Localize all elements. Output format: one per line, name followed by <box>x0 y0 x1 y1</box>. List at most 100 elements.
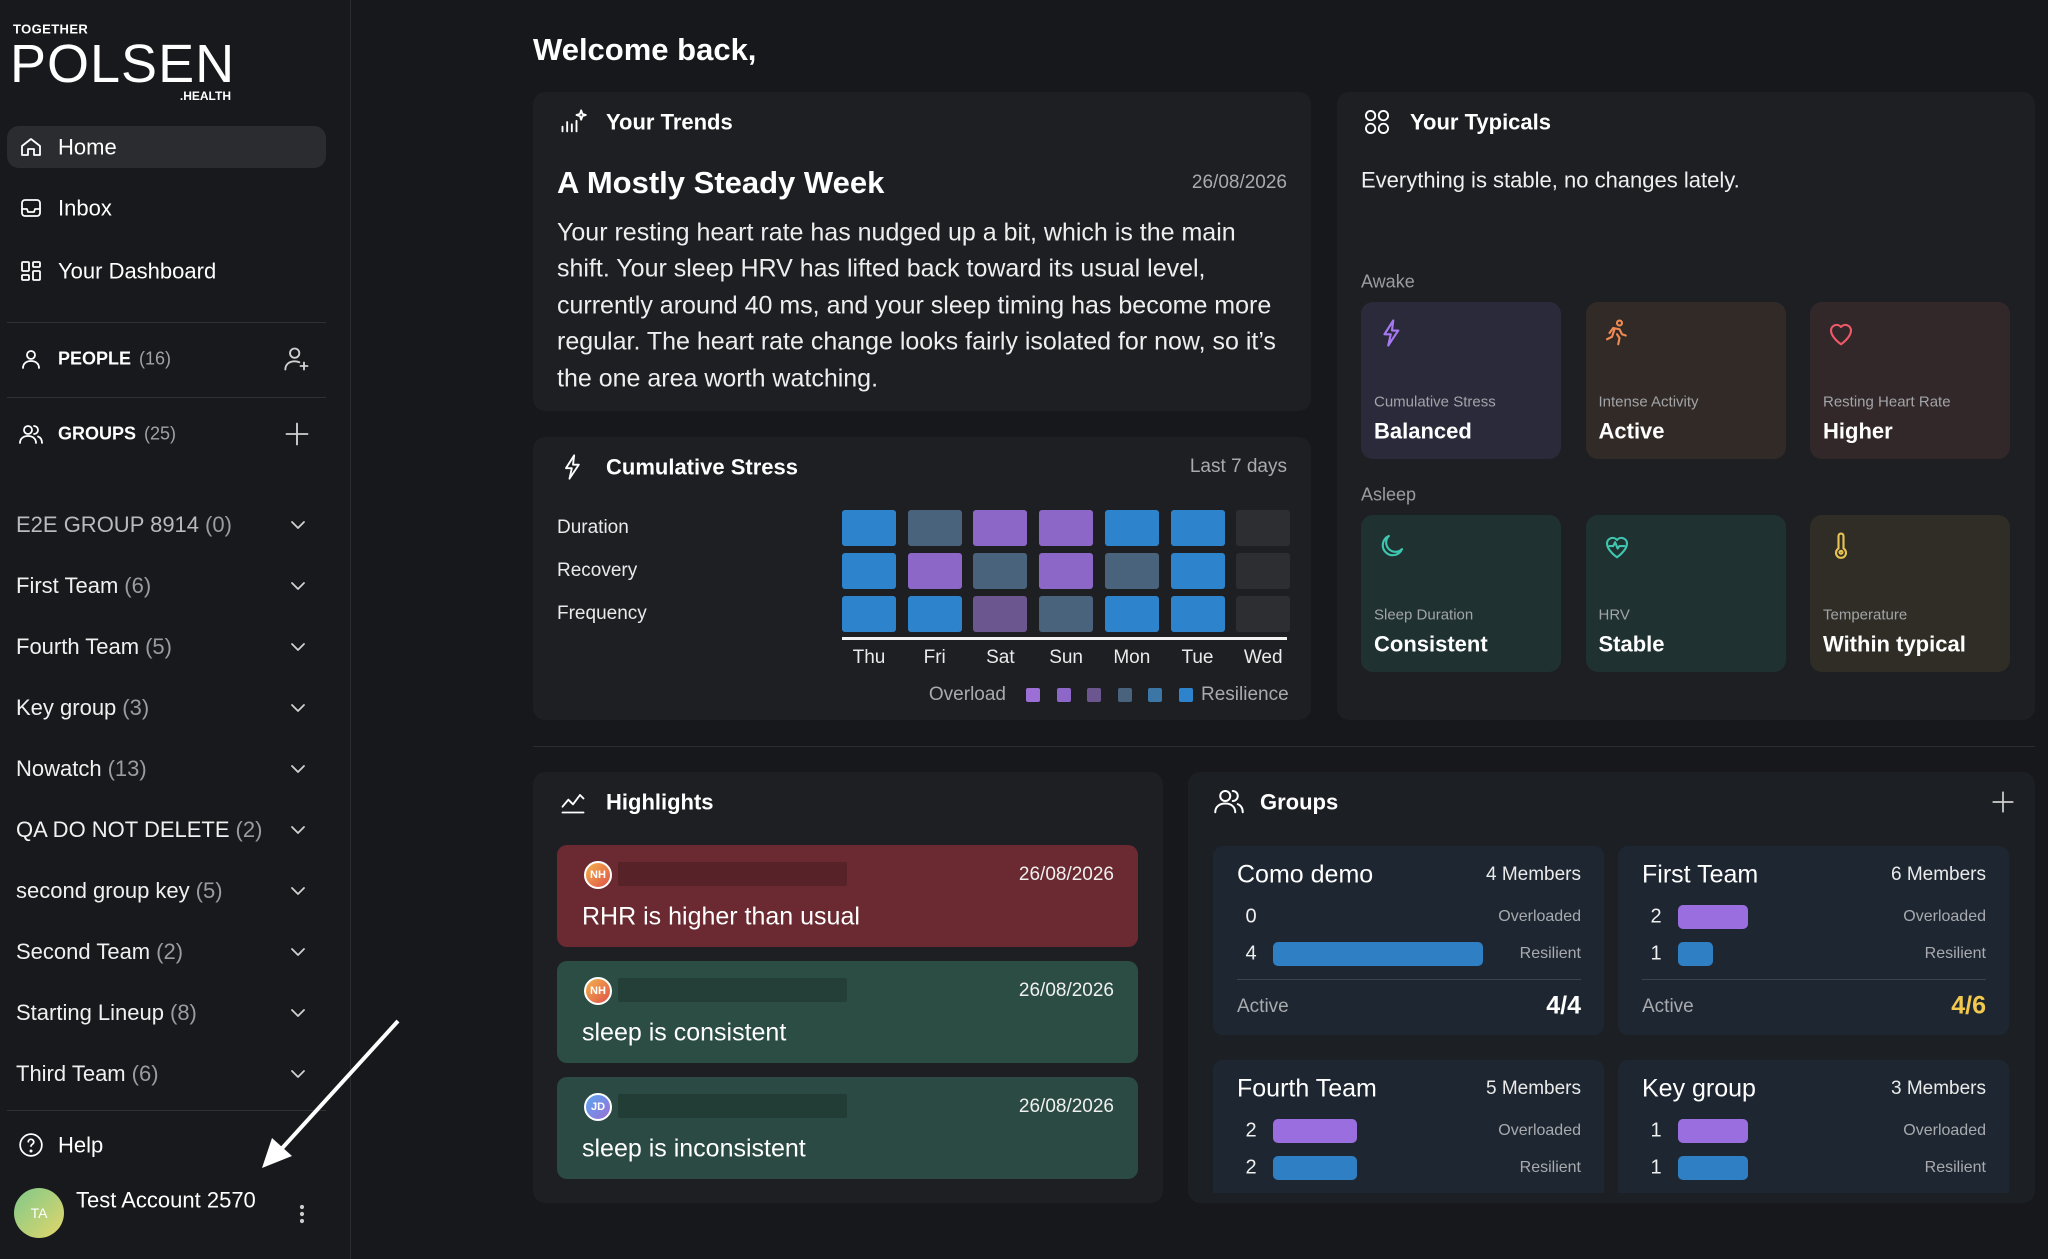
nav-icon-part <box>32 261 41 268</box>
highlight-item[interactable]: JD 26/08/2026 sleep is inconsistent <box>557 1077 1138 1179</box>
tile-icon-part <box>1615 319 1623 327</box>
account-menu-part <box>299 1218 305 1224</box>
group-list: E2E GROUP 8914 (0) First Team (6) Fourth Tea… <box>0 462 351 1097</box>
heatmap-cell <box>1104 596 1159 632</box>
brand-name: POLSEN <box>10 33 236 94</box>
day-label: Sun <box>1049 647 1083 669</box>
help-icon-part <box>29 1149 33 1153</box>
group-card[interactable]: First Team 6 Members 2 Overloaded 1 Resilient… <box>1618 846 2009 1035</box>
heatmap-cell <box>842 553 896 589</box>
group-row[interactable]: Second Team (2) <box>16 939 183 965</box>
trends-heading: A Mostly Steady Week <box>557 165 885 201</box>
people-icon-part <box>26 350 36 360</box>
tile-value: Active <box>1598 418 1665 444</box>
legend-swatch <box>1056 688 1071 702</box>
heatmap-cell <box>973 510 1028 546</box>
card-icon-part <box>1377 109 1390 122</box>
heatmap-cell <box>1104 510 1159 546</box>
heatmap-cell <box>1039 596 1094 632</box>
nav-item[interactable]: Your Dashboard <box>58 258 217 284</box>
group-row[interactable]: Key group (3) <box>16 695 149 721</box>
group-bar-label: Overloaded <box>1498 1121 1581 1139</box>
groups-icon-part <box>23 425 33 435</box>
group-bar-overloaded <box>1678 1119 1748 1143</box>
group-card[interactable]: Fourth Team 5 Members 2 Overloaded 2 Resilien… <box>1213 1060 1604 1193</box>
highlight-date: 26/08/2026 <box>1018 1096 1114 1118</box>
card-icon <box>561 794 585 814</box>
add-group[interactable] <box>1990 789 2016 815</box>
active-label: Active <box>1237 996 1289 1018</box>
group-row[interactable]: E2E GROUP 8914 (0) <box>16 512 232 538</box>
account-menu[interactable] <box>290 1202 314 1226</box>
group-row[interactable]: second group key (5) <box>16 878 223 904</box>
group-count-overloaded: 0 <box>1245 905 1257 928</box>
add-group-part <box>1992 791 2014 813</box>
group-count: (13) <box>107 756 147 781</box>
card-icon-part <box>1231 790 1244 814</box>
group-bar-label: Overloaded <box>1903 1121 1986 1139</box>
nav-item[interactable]: Inbox <box>58 195 112 221</box>
nav-icon-part <box>21 261 30 272</box>
chevron <box>291 521 305 529</box>
nav-icon <box>21 261 41 281</box>
group-count: (2) <box>156 939 184 964</box>
tile-value: Within typical <box>1823 631 1966 657</box>
chevron-part <box>291 643 305 651</box>
group-name: QA DO NOT DELETE <box>16 817 230 842</box>
card-icon <box>1214 790 1244 814</box>
card-title: Highlights <box>606 789 714 815</box>
card-icon-part <box>1364 109 1377 122</box>
divider <box>533 746 2035 747</box>
group-bar-label: Resilient <box>1519 944 1581 962</box>
group-bar-resilient <box>1273 1156 1357 1180</box>
people-action[interactable] <box>283 345 311 373</box>
tile-value: Balanced <box>1374 418 1472 444</box>
group-row[interactable]: Nowatch (13) <box>16 756 147 782</box>
group-row[interactable]: First Team (6) <box>16 573 151 599</box>
card-icon-part <box>1377 122 1390 135</box>
card-icon-part <box>1214 802 1237 814</box>
people-action-part <box>299 361 309 371</box>
group-count: (3) <box>122 695 150 720</box>
highlight-avatar: JD <box>584 1093 612 1121</box>
separator <box>7 322 326 323</box>
group-count-resilient: 4 <box>1245 942 1257 965</box>
card-title: Your Typicals <box>1410 109 1552 135</box>
group-name: Third Team <box>16 1061 126 1086</box>
highlight-text: sleep is consistent <box>582 1018 787 1047</box>
help-link[interactable]: Help <box>58 1132 104 1158</box>
tile-icon <box>1605 319 1627 346</box>
tile-icon-part <box>1838 549 1844 555</box>
separator <box>7 397 326 398</box>
groups-action[interactable] <box>283 420 311 448</box>
group-row[interactable]: Starting Lineup (8) <box>16 1000 197 1026</box>
group-card[interactable]: Como demo 4 Members 0 Overloaded 4 Resilient A… <box>1213 846 1604 1035</box>
card-icon-part <box>561 119 578 133</box>
chevron <box>291 643 305 651</box>
tile-value: Stable <box>1598 631 1665 657</box>
highlight-item[interactable]: NH 26/08/2026 RHR is higher than usual <box>557 845 1138 947</box>
group-row[interactable]: Third Team (6) <box>16 1061 159 1087</box>
typical-tile: Intense Activity Active <box>1585 302 1786 459</box>
heatmap-cell <box>1236 596 1291 632</box>
group-row[interactable]: Fourth Team (5) <box>16 634 172 660</box>
nav-item[interactable]: Home <box>58 134 117 160</box>
trends-body-line: regular. The heart rate change looks fai… <box>557 327 1276 356</box>
chevron-part <box>291 948 305 956</box>
heatmap-row-label: Duration <box>557 517 629 539</box>
chevron-part <box>291 1070 305 1078</box>
typical-tile: Cumulative Stress Balanced <box>1361 302 1561 459</box>
group-card[interactable]: Key group 3 Members 1 Overloaded 1 Resilient <box>1618 1060 2009 1193</box>
groups-icon-part <box>33 425 43 444</box>
typical-tile: Resting Heart Rate Higher <box>1810 302 2010 459</box>
card-icon-part <box>1364 122 1377 135</box>
highlight-avatar: NH <box>584 977 612 1005</box>
group-name: Key group <box>16 695 117 720</box>
group-cards: Como demo 4 Members 0 Overloaded 4 Resilient A… <box>1188 772 2035 1193</box>
heatmap-cell <box>1236 510 1291 546</box>
legend-swatch <box>1026 688 1040 702</box>
group-row[interactable]: QA DO NOT DELETE (2) <box>16 817 262 843</box>
chevron <box>291 582 305 590</box>
highlight-item[interactable]: NH 26/08/2026 sleep is consistent <box>557 961 1138 1063</box>
